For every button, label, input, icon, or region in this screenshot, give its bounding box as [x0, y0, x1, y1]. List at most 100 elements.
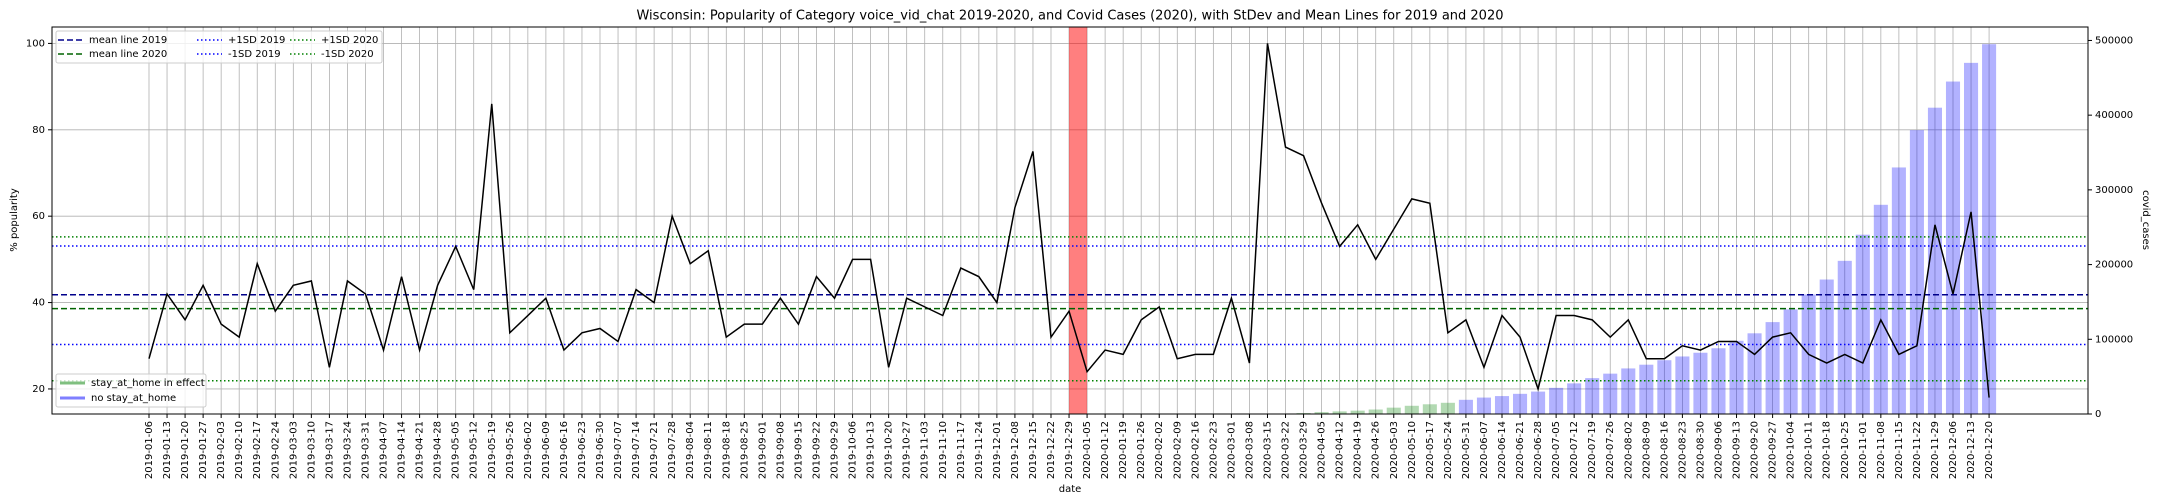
x-tick-label: 2020-01-19 [1118, 421, 1129, 479]
x-tick-label: 2020-09-20 [1750, 421, 1761, 479]
bar [1675, 356, 1690, 414]
y-tick-label: 60 [32, 211, 45, 222]
x-tick-label: 2020-10-04 [1786, 421, 1797, 479]
bar [1494, 396, 1510, 414]
y2-tick-label: 400000 [2095, 110, 2133, 121]
bar [1314, 412, 1329, 414]
x-tick-label: 2020-10-25 [1840, 421, 1851, 479]
x-tick-label: 2019-10-06 [848, 421, 859, 479]
bar [1404, 405, 1419, 414]
bar [1657, 360, 1672, 414]
x-tick-label: 2019-06-16 [559, 421, 570, 479]
x-tick-label: 2019-03-10 [306, 421, 317, 479]
x-tick-label: 2020-02-16 [1190, 421, 1201, 479]
x-tick-label: 2020-02-09 [1172, 421, 1183, 479]
x-tick-label: 2020-05-17 [1425, 421, 1436, 479]
x-tick-label: 2019-01-06 [144, 421, 155, 479]
bar [1873, 204, 1888, 414]
x-tick-label: 2020-06-28 [1533, 421, 1544, 479]
bar [1440, 402, 1455, 414]
x-tick-label: 2020-06-14 [1497, 421, 1508, 479]
legend-label: no stay_at_home [91, 393, 176, 404]
x-tick-label: 2019-04-07 [379, 421, 390, 479]
x-tick-label: 2019-08-18 [721, 421, 732, 479]
y2-tick-label: 0 [2095, 409, 2101, 420]
bar [1585, 378, 1600, 414]
x-tick-label: 2020-02-23 [1208, 421, 1219, 479]
x-tick-label: 2019-09-08 [775, 421, 786, 479]
bar [1927, 107, 1942, 414]
x-tick-label: 2020-10-11 [1804, 421, 1815, 479]
x-tick-label: 2020-12-06 [1948, 421, 1959, 479]
bar [1819, 279, 1834, 414]
y-tick-label: 100 [26, 38, 45, 49]
y-tick-label: 80 [32, 125, 45, 136]
bar [1945, 81, 1961, 415]
x-tick-label: 2019-07-21 [649, 421, 660, 479]
x-tick-label: 2019-02-10 [234, 421, 245, 479]
bar [1639, 364, 1654, 414]
bar [1693, 352, 1708, 414]
x-tick-label: 2019-06-09 [541, 421, 552, 479]
x-tick-label: 2020-04-26 [1371, 421, 1382, 479]
x-tick-label: 2019-02-17 [252, 421, 263, 479]
x-tick-label: 2019-07-14 [631, 421, 642, 479]
x-tick-label: 2019-05-26 [505, 421, 516, 479]
x-tick-label: 2019-11-03 [920, 421, 931, 479]
bar [1531, 391, 1546, 414]
x-tick-label: 2019-09-01 [757, 421, 768, 479]
x-tick-label: 2020-07-19 [1587, 421, 1598, 479]
bar [1422, 404, 1437, 414]
x-tick-label: 2019-01-27 [198, 421, 209, 479]
x-tick-label: 2019-09-29 [830, 421, 841, 479]
legend-label: +1SD 2019 [228, 35, 285, 46]
bar [1891, 167, 1906, 414]
x-tick-label: 2019-09-15 [793, 421, 804, 479]
x-tick-label: 2019-03-03 [288, 421, 299, 479]
x-tick-label: 2019-01-13 [162, 421, 173, 479]
x-tick-label: 2019-05-05 [451, 421, 462, 479]
x-tick-label: 2020-11-22 [1912, 421, 1923, 479]
bar [1747, 333, 1762, 414]
x-tick-label: 2020-12-13 [1966, 421, 1977, 479]
y2-tick-label: 300000 [2095, 185, 2133, 196]
y2-tick-label: 500000 [2095, 35, 2133, 46]
x-tick-label: 2019-06-30 [595, 421, 606, 479]
x-tick-label: 2019-06-23 [577, 421, 588, 479]
x-tick-label: 2020-03-15 [1262, 421, 1273, 479]
x-tick-label: 2020-01-26 [1136, 421, 1147, 479]
x-tick-label: 2020-06-07 [1479, 421, 1490, 479]
legend-label: stay_at_home in effect [91, 378, 205, 389]
x-tick-label: 2019-02-03 [216, 421, 227, 479]
x-tick-label: 2019-11-24 [974, 421, 985, 479]
x-tick-label: 2019-05-19 [487, 421, 498, 479]
bar [1350, 410, 1365, 414]
x-tick-label: 2020-01-12 [1100, 421, 1111, 479]
x-tick-label: 2020-05-03 [1389, 421, 1400, 479]
x-tick-label: 2019-04-21 [415, 421, 426, 479]
plot-frame [51, 26, 2089, 415]
x-tick-label: 2020-02-02 [1154, 421, 1165, 479]
bar [1837, 260, 1852, 414]
bar [1729, 340, 1744, 414]
legend-box [55, 373, 207, 408]
x-tick-label: 2020-03-08 [1244, 421, 1255, 479]
highlight-band [1069, 27, 1088, 414]
x-tick-label: 2019-08-25 [739, 421, 750, 479]
x-tick-label: 2020-06-21 [1515, 421, 1526, 479]
x-tick-label: 2020-09-27 [1768, 421, 1779, 479]
x-tick-label: 2020-07-12 [1569, 421, 1580, 479]
x-tick-label: 2020-08-02 [1623, 421, 1634, 479]
x-tick-label: 2020-04-12 [1335, 421, 1346, 479]
bar [1332, 411, 1347, 414]
x-tick-label: 2020-08-16 [1659, 421, 1670, 479]
x-tick-label: 2020-08-09 [1641, 421, 1652, 479]
x-tick-label: 2019-08-11 [703, 421, 714, 479]
x-tick-label: 2020-09-13 [1732, 421, 1743, 479]
legend-label: -1SD 2019 [228, 49, 281, 60]
x-tick-label: 2019-03-24 [342, 421, 353, 479]
x-tick-label: 2020-03-29 [1299, 421, 1310, 479]
bar [1549, 387, 1564, 414]
x-tick-label: 2020-04-05 [1317, 421, 1328, 479]
